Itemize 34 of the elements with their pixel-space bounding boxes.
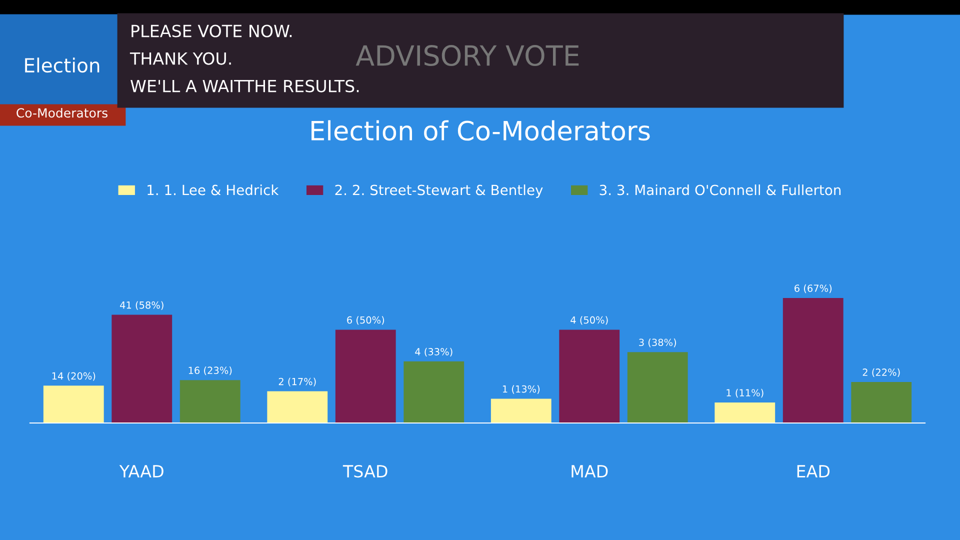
bar <box>559 330 620 423</box>
legend-label: 2. 2. Street-Stewart & Bentley <box>335 184 543 198</box>
text: Co-Moderators <box>16 108 108 118</box>
bar <box>180 380 240 423</box>
data-label: 2 (22%) <box>862 368 900 378</box>
legend-label: 3. 3. Mainard O'Connell & Fullerton <box>600 184 841 196</box>
bar <box>43 386 104 423</box>
bar <box>267 391 328 423</box>
data-label: 14 (20%) <box>52 372 96 381</box>
x-tick-label: TSAD <box>342 464 388 478</box>
bar <box>404 361 464 423</box>
x-tick-label: YAAD <box>119 465 164 478</box>
text: Election <box>25 58 100 73</box>
bar <box>490 398 552 423</box>
data-label: 16 (23%) <box>188 366 232 376</box>
bar <box>714 402 776 423</box>
chart-title: Election of Co-Moderators <box>312 120 650 141</box>
x-tick-label: EAD <box>797 465 830 478</box>
data-label: 1 (11%) <box>726 388 764 398</box>
bar <box>335 330 396 423</box>
data-label: 4 (33%) <box>415 348 452 357</box>
x-tick-label: MAD <box>572 465 608 478</box>
bar <box>112 314 172 423</box>
data-label: 41 (58%) <box>120 301 164 310</box>
bar <box>851 382 912 423</box>
data-label: 1 (13%) <box>502 385 540 394</box>
bar <box>782 298 844 423</box>
bar <box>627 352 688 423</box>
legend-label: 1. 1. Lee & Hedrick <box>148 184 279 196</box>
data-label: 6 (50%) <box>347 316 384 325</box>
data-label: 6 (67%) <box>794 284 832 294</box>
data-label: 3 (38%) <box>639 338 676 348</box>
data-label: 2 (17%) <box>278 378 316 386</box>
data-label: 4 (50%) <box>570 316 608 325</box>
